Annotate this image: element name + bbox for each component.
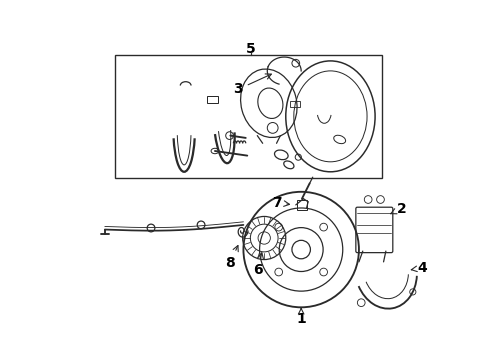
Bar [291,101,300,107]
Bar [207,96,218,103]
Text: 2: 2 [391,202,406,216]
Text: 5: 5 [246,42,256,57]
Text: 4: 4 [411,261,427,275]
Bar [297,200,307,210]
Text: 1: 1 [296,309,306,326]
Text: 7: 7 [272,195,290,210]
Text: 3: 3 [233,74,271,96]
Text: 8: 8 [225,246,238,270]
Bar [115,55,382,178]
Text: 6: 6 [253,253,264,277]
